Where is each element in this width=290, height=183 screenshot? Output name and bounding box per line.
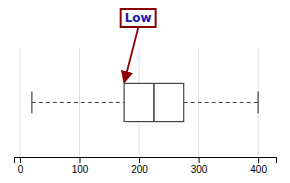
grid-line bbox=[19, 48, 20, 157]
grid bbox=[20, 48, 258, 157]
axis-line bbox=[15, 158, 277, 164]
tick: 400 bbox=[250, 157, 267, 175]
tick-mark bbox=[258, 157, 259, 163]
box bbox=[124, 83, 184, 121]
tick: 100 bbox=[72, 157, 89, 175]
tick-mark bbox=[80, 157, 81, 163]
median bbox=[153, 83, 155, 121]
whisker bbox=[184, 102, 258, 103]
tick-mark bbox=[199, 157, 200, 163]
grid-line bbox=[258, 48, 259, 157]
annotation-text: Low bbox=[125, 11, 152, 25]
annotations: Low bbox=[121, 9, 156, 82]
plot: 0 100 200 300 400 Low bbox=[15, 9, 277, 175]
cap bbox=[31, 92, 32, 114]
tick: 300 bbox=[191, 157, 208, 175]
tick-label: 100 bbox=[72, 164, 89, 175]
cap bbox=[258, 92, 259, 114]
tick: 0 bbox=[18, 157, 24, 175]
tick-mark bbox=[139, 157, 140, 163]
tick: 200 bbox=[131, 157, 148, 175]
chart: 0 100 200 300 400 Low bbox=[0, 0, 290, 183]
x-axis: 0 100 200 300 400 bbox=[15, 157, 277, 175]
box-plot bbox=[32, 83, 258, 121]
tick-label: 300 bbox=[191, 164, 208, 175]
tick-label: 200 bbox=[131, 164, 148, 175]
annotation-arrow bbox=[124, 28, 138, 82]
whisker bbox=[32, 102, 124, 103]
grid-line bbox=[79, 48, 80, 157]
annotation-box bbox=[121, 9, 156, 27]
tick-label: 400 bbox=[250, 164, 267, 175]
tick-mark bbox=[20, 157, 21, 163]
tick-label: 0 bbox=[18, 164, 24, 175]
